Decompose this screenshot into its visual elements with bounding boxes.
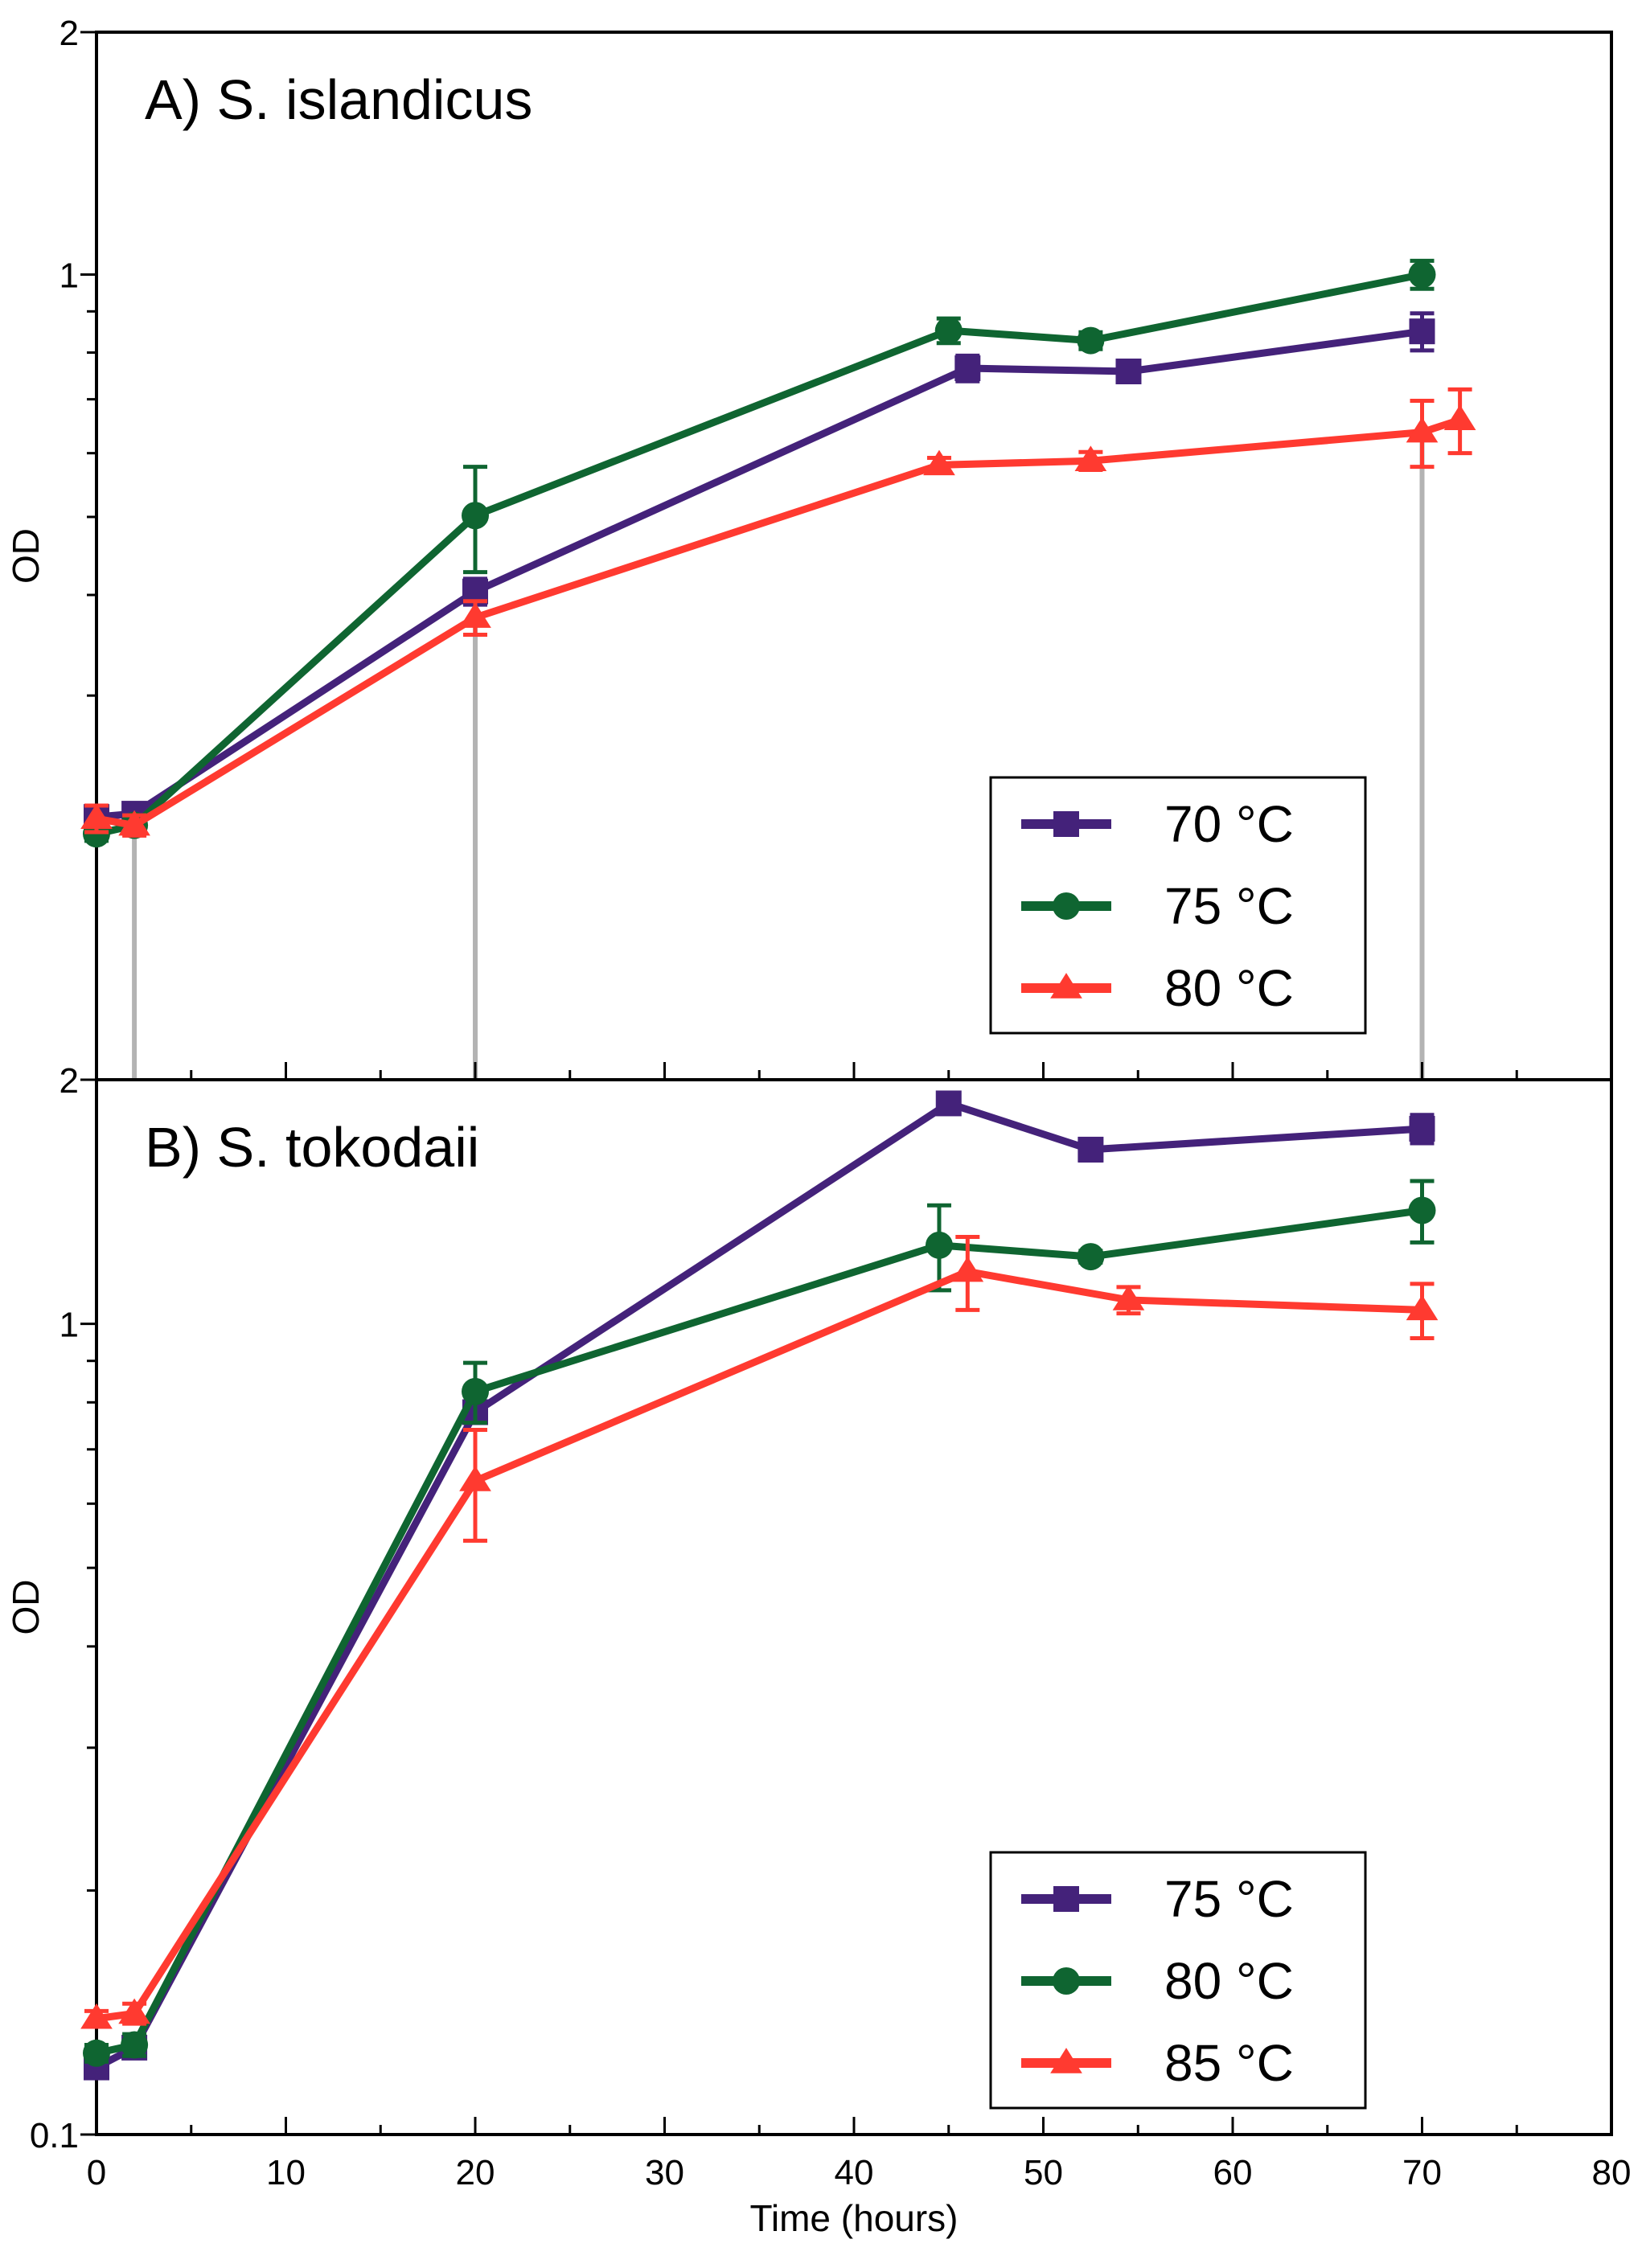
legend-marker [1053, 811, 1079, 837]
x-tick-label: 50 [1024, 2153, 1063, 2192]
legend-label: 80 °C [1164, 959, 1294, 1017]
legend-label: 75 °C [1164, 877, 1294, 935]
x-tick-label: 70 [1402, 2153, 1442, 2192]
data-point [1078, 1136, 1104, 1163]
series-square [84, 311, 1435, 831]
y-tick-label: 2 [60, 1061, 79, 1101]
x-tick-label: 40 [835, 2153, 874, 2192]
data-point [923, 449, 955, 476]
x-tick-label: 20 [456, 2153, 495, 2192]
legend-label: 70 °C [1164, 795, 1294, 853]
series-triangle [80, 1234, 1439, 2029]
legend-item: 70 °C [1021, 795, 1294, 853]
panel-title: B) S. tokodaii [145, 1116, 479, 1179]
plot-frame [95, 1078, 1613, 2136]
data-point [1077, 1243, 1105, 1271]
y-tick-label: 0.1 [30, 2116, 79, 2155]
series-triangle [80, 387, 1476, 838]
data-point [1406, 1294, 1439, 1321]
legend: 75 °C 80 °C 85 °C [989, 1851, 1367, 2110]
x-tick-label: 0 [87, 2153, 106, 2192]
data-point [459, 1466, 491, 1491]
data-point [1115, 358, 1142, 384]
y-tick-label: 2 [60, 14, 79, 53]
x-tick-label: 10 [266, 2153, 306, 2192]
data-point [1408, 260, 1436, 289]
data-point [934, 317, 963, 345]
data-point [1077, 326, 1105, 355]
data-point [954, 355, 981, 382]
x-tick-label: 80 [1592, 2153, 1632, 2192]
y-axis-title: OD [5, 1580, 47, 1635]
series-circle [83, 258, 1436, 848]
data-point [83, 2039, 110, 2067]
data-point [951, 1256, 984, 1282]
legend-label: 80 °C [1164, 1952, 1294, 2010]
legend-item: 85 °C [1021, 2034, 1294, 2092]
data-point [1443, 404, 1476, 430]
y-tick-label: 1 [60, 1306, 79, 1345]
data-point [1406, 416, 1439, 443]
legend-marker [1053, 1886, 1079, 1912]
legend-marker [1053, 1967, 1080, 1995]
plot-frame [95, 31, 1613, 1081]
legend-item: 80 °C [1021, 959, 1294, 1017]
data-point [1408, 1196, 1436, 1224]
x-tick-label: 30 [645, 2153, 684, 2192]
data-point [118, 1998, 150, 2024]
x-tick-label: 60 [1213, 2153, 1253, 2192]
panel-title: A) S. islandicus [145, 68, 532, 131]
series-line [96, 416, 1462, 830]
legend: 70 °C 75 °C 80 °C [989, 776, 1367, 1035]
data-point [121, 2031, 149, 2059]
x-axis-title: Time (hours) [750, 2197, 959, 2239]
y-axis-title: OD [5, 528, 47, 584]
series-circle [83, 1179, 1436, 2067]
data-point [462, 502, 489, 530]
legend-marker [1050, 973, 1082, 999]
data-point [462, 1377, 489, 1405]
panel-a: 1 2 OD A) S. islandicus 70 °C 75 °C 80 °C [5, 14, 1613, 1081]
data-point [925, 1231, 953, 1259]
data-point [935, 1090, 962, 1117]
y-tick-label: 1 [60, 256, 79, 295]
legend-marker [1053, 892, 1080, 920]
legend-marker [1050, 2048, 1082, 2073]
data-point [1112, 1285, 1145, 1310]
legend-item: 75 °C [1021, 1870, 1294, 1928]
data-point [459, 602, 491, 628]
data-point [1074, 445, 1107, 471]
data-point [118, 810, 150, 836]
data-point [80, 2003, 113, 2029]
legend-label: 75 °C [1164, 1870, 1294, 1928]
legend-item: 75 °C [1021, 877, 1294, 935]
data-point [1409, 318, 1435, 345]
data-point [80, 803, 113, 829]
data-point [1409, 1115, 1435, 1142]
legend-label: 85 °C [1164, 2034, 1294, 2092]
legend-item: 80 °C [1021, 1952, 1294, 2010]
